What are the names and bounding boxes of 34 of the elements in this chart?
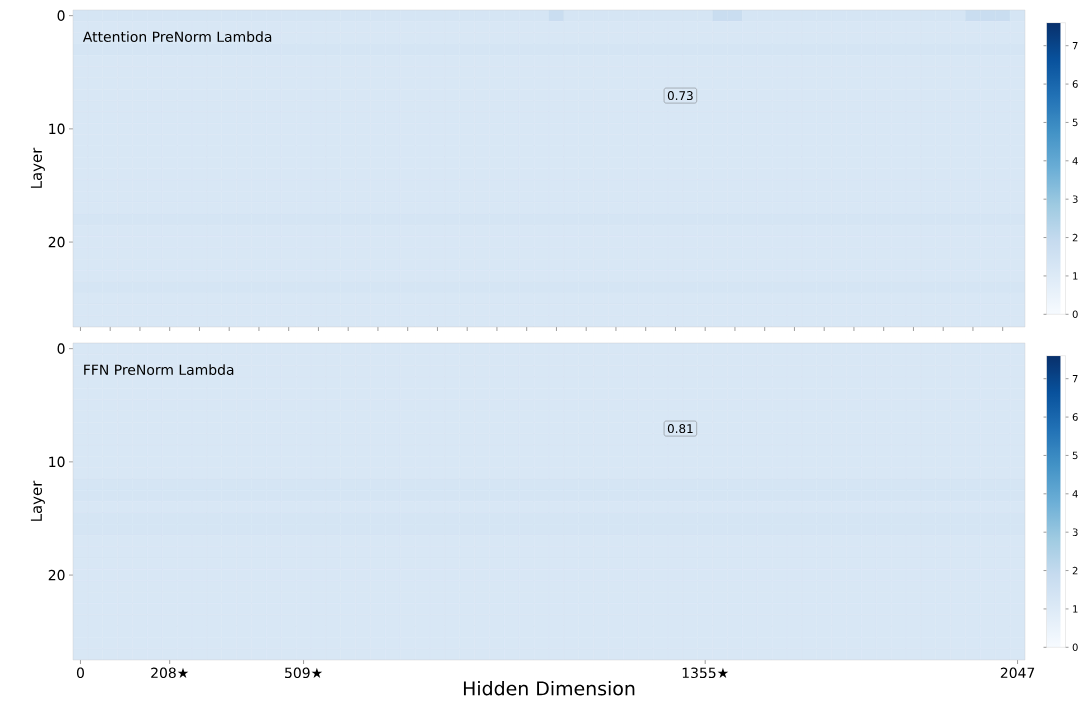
- annotation: 0.73: [667, 91, 693, 101]
- x-tick-label: 0: [76, 667, 84, 679]
- color-bar-label: 7: [1072, 42, 1078, 50]
- y-axis-title: Layer: [30, 480, 45, 521]
- color-bar-label: 2: [1072, 233, 1078, 242]
- x-axis-title: Hidden Dimension: [463, 680, 635, 696]
- color-bar-label: 4: [1072, 490, 1078, 498]
- color-bar-label: 7: [1072, 375, 1078, 383]
- y-tick-label: 10: [49, 456, 65, 468]
- color-bar-label: 4: [1072, 157, 1078, 165]
- color-bar-label: 3: [1072, 528, 1078, 536]
- y-tick-label: 20: [48, 236, 65, 248]
- x-tick-label: 509★: [285, 667, 323, 679]
- color-bar-label: 5: [1072, 451, 1078, 460]
- color-bar-label: 2: [1072, 566, 1078, 575]
- color-bar-label: 3: [1072, 195, 1078, 203]
- annotation: 0.81: [667, 424, 693, 434]
- text: FFN PreNorm Lambda: [84, 364, 234, 376]
- text: Attention PreNorm Lambda: [82, 31, 272, 42]
- color-bar-label: 6: [1072, 80, 1078, 88]
- x-tick-label: 1355★: [682, 667, 729, 679]
- y-tick-label: 20: [48, 569, 65, 581]
- y-tick-label: 0: [57, 10, 65, 21]
- color-bar-label: 1: [1073, 272, 1078, 280]
- y-tick-label: 0: [57, 343, 65, 354]
- color-bar-label: 1: [1073, 605, 1078, 613]
- x-tick-label: 2047: [1000, 667, 1035, 679]
- y-axis-title: Layer: [30, 147, 45, 188]
- x-tick-label: 208★: [151, 667, 189, 679]
- color-bar-label: 0: [1072, 643, 1078, 652]
- color-bar-label: 0: [1072, 310, 1078, 319]
- color-bar-label: 6: [1072, 413, 1078, 421]
- y-tick-label: 10: [49, 123, 65, 135]
- color-bar-label: 5: [1072, 118, 1078, 127]
